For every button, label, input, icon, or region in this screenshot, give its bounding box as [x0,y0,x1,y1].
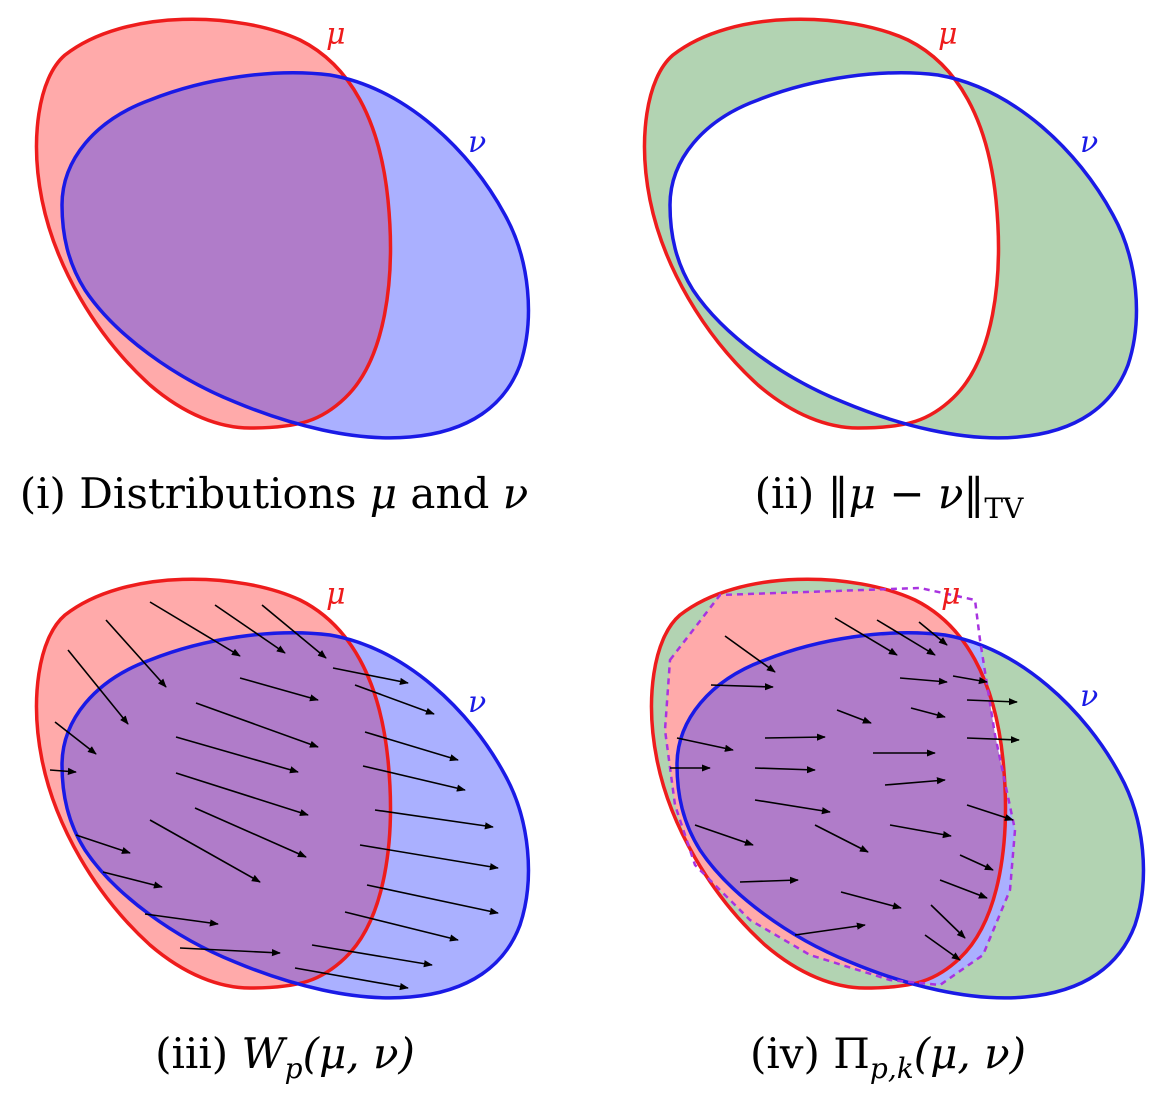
transport-arrow [924,934,961,961]
transport-arrow [899,677,948,685]
transport-arrow [724,635,776,673]
nu-label: ν [1080,679,1098,714]
transport-arrow [144,913,219,927]
caption-i-nu: ν [503,469,529,518]
transport-arrow [359,844,499,871]
transport-arrow [764,733,826,741]
transport-arrow [332,667,409,685]
transport-arrow [214,604,286,654]
transport-arrow [966,804,1014,821]
caption-iii-sym: W [242,1029,289,1078]
mu-label: μ [326,17,346,52]
transport-arrow [54,721,97,755]
transport-arrow [175,736,299,774]
transport-arrow [884,777,946,786]
partial-transport-arrows [670,617,1020,961]
transport-arrow [261,604,327,659]
transport-arrow [175,772,309,816]
transport-arrow [364,731,459,762]
caption-i-mu: μ [370,469,397,518]
transport-arrow [149,601,241,657]
transport-arrow [966,698,1018,706]
panel-partial-transport: μ ν [649,577,1146,1000]
transport-arrow [105,619,167,688]
transport-arrow [49,767,77,775]
transport-arrow [195,702,319,748]
transport-arrow [366,884,499,915]
transport-arrow [362,765,466,792]
transport-arrows [49,601,499,991]
transport-arrow [294,967,409,991]
transport-arrow [930,904,966,939]
transport-arrow [311,944,433,968]
transport-arrow [952,675,988,685]
caption-iv-prefix: (iv) [750,1029,833,1078]
transport-arrow [739,876,799,884]
transport-arrow [959,854,994,871]
transport-arrow [918,621,948,646]
transport-arrow [910,707,946,719]
caption-ii-body: ‖μ − ν‖ [828,469,985,518]
transport-arrow [836,709,872,724]
transport-arrow [179,947,281,957]
nu-label: ν [1080,125,1098,160]
transport-arrow [374,809,494,830]
transport-arrow [814,824,869,853]
transport-arrow [840,891,902,910]
transport-arrow [754,766,816,774]
mu-label: μ [938,17,958,52]
caption-iii-prefix: (iii) [155,1029,241,1078]
caption-iv-sym: Π [833,1029,870,1078]
caption-i-middle: and [397,469,503,518]
transport-arrow [710,683,774,691]
panel-total-variation: μ ν [642,17,1139,440]
caption-iii-sub: p [285,1052,303,1085]
transport-arrow [889,824,952,839]
transport-arrow [939,879,988,899]
caption-ii: (ii) ‖μ − ν‖TV [755,469,1024,525]
transport-arrow [67,649,129,725]
transport-arrow [102,871,163,889]
mu-label: μ [326,577,346,612]
nu-label: ν [468,685,486,720]
nu-minus-mu-region [670,72,1137,438]
transport-arrow [239,677,319,702]
caption-ii-prefix: (ii) [755,469,828,518]
transport-arrow [694,824,754,846]
transport-arrow [194,807,307,858]
transport-arrow [834,617,898,656]
nu-label: ν [468,125,486,160]
transport-arrow [354,684,435,715]
transport-arrow [966,736,1020,744]
mu-label: μ [941,577,961,612]
caption-i-prefix: (i) Distributions [20,469,370,518]
caption-iii: (iii) Wp(μ, ν) [155,1029,415,1085]
transport-arrow [149,819,261,883]
panel-wasserstein: μ ν [34,577,531,1000]
transport-arrow [876,619,936,656]
caption-ii-sub: TV [984,492,1024,525]
transport-arrow [794,922,866,936]
transport-arrow [75,834,131,854]
caption-iii-args: (μ, ν) [303,1029,415,1078]
caption-iv-sub: p,k [870,1052,914,1085]
caption-i: (i) Distributions μ and ν [20,469,529,518]
caption-iv-args: (μ, ν) [914,1029,1026,1078]
transport-arrow [676,737,734,752]
transport-arrow [754,799,831,815]
panel-distributions: μ ν [34,17,531,440]
caption-iv: (iv) Πp,k(μ, ν) [750,1029,1026,1085]
transport-arrow [344,911,459,942]
